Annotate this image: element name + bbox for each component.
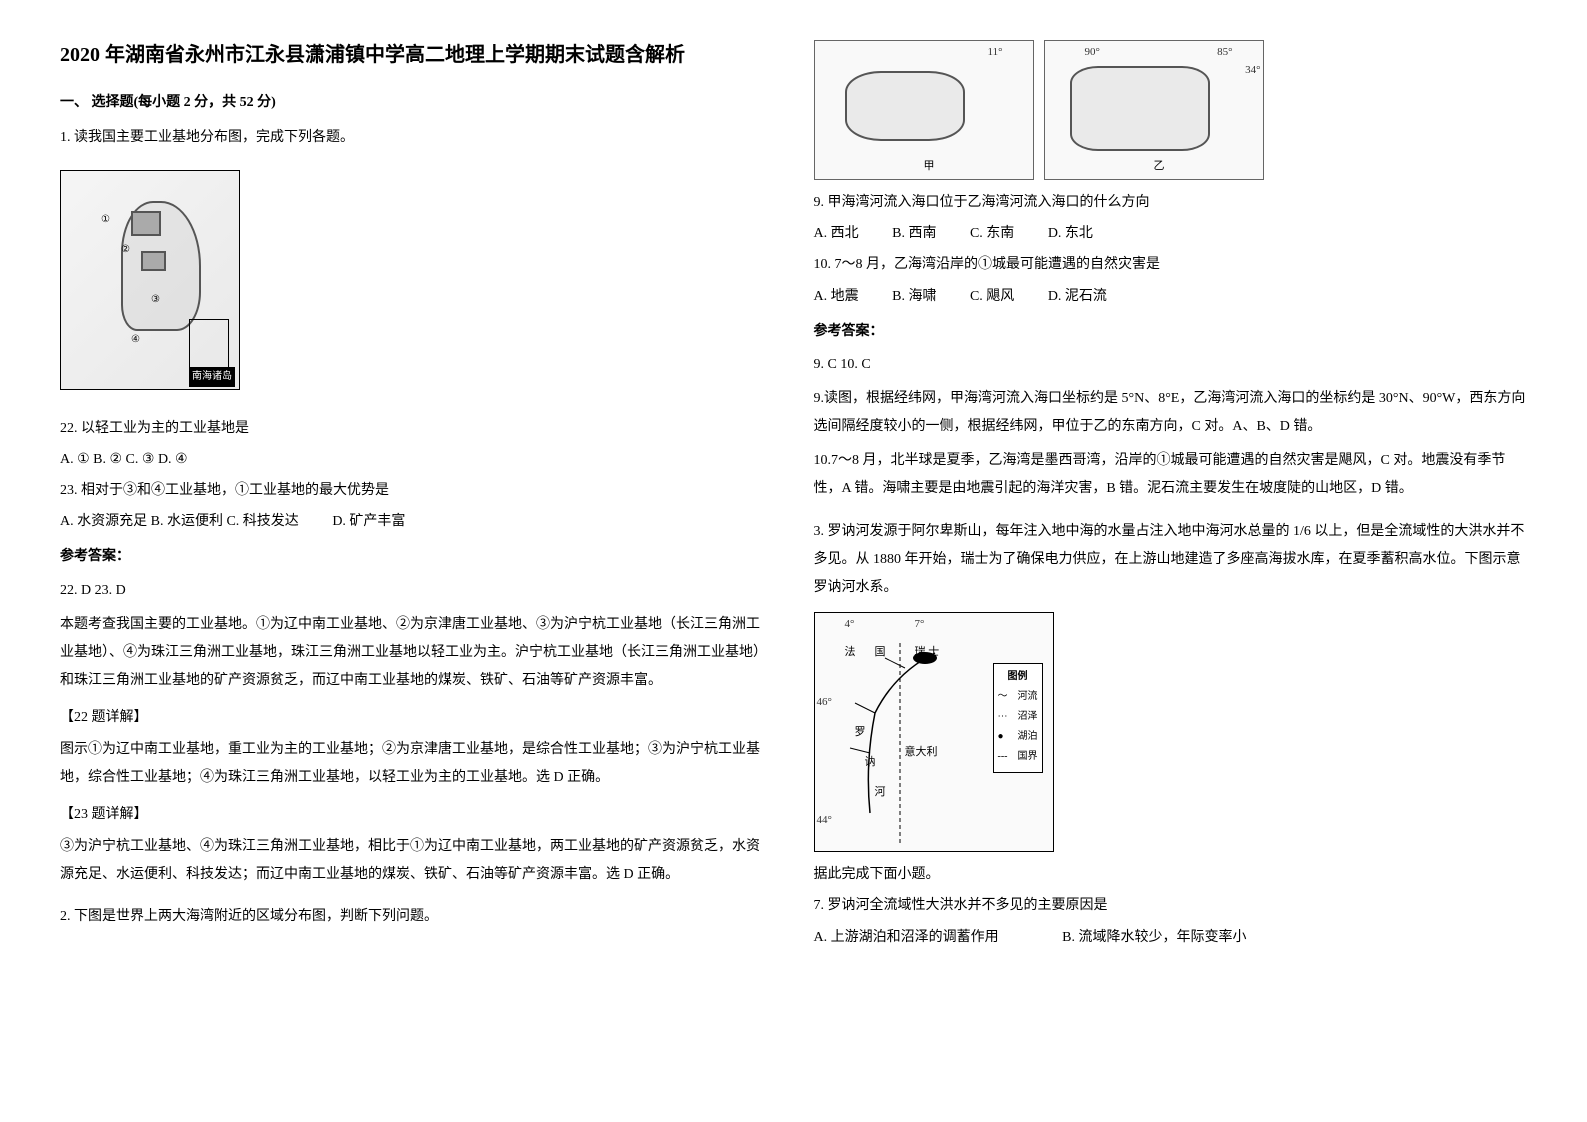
lake-icon: ● bbox=[998, 728, 1014, 746]
q10-options: A. 地震 B. 海啸 C. 飓风 D. 泥石流 bbox=[814, 284, 1528, 309]
border-icon: --- bbox=[998, 748, 1014, 766]
q9-text: 9. 甲海湾河流入海口位于乙海湾河流入海口的什么方向 bbox=[814, 190, 1528, 215]
legend-river: 河流 bbox=[1018, 688, 1038, 706]
explain-9: 9.读图，根据经纬网，甲海湾河流入海口坐标约是 5°N、8°E，乙海湾河流入海口… bbox=[814, 385, 1528, 441]
map-jia: 11° 甲 bbox=[814, 40, 1034, 180]
answer-label-2: 参考答案： bbox=[814, 319, 1528, 344]
q23-options: A. 水资源充足 B. 水运便利 C. 科技发达 D. 矿产丰富 bbox=[60, 509, 774, 534]
q1-intro: 1. 读我国主要工业基地分布图，完成下列各题。 bbox=[60, 125, 774, 150]
river-icon: 〜 bbox=[998, 688, 1014, 706]
coord-34: 34° bbox=[1245, 61, 1260, 81]
label-jia: 甲 bbox=[924, 157, 935, 177]
q23-detail-header: 【23 题详解】 bbox=[60, 802, 774, 827]
q10-b: B. 海啸 bbox=[892, 284, 936, 309]
document-title: 2020 年湖南省永州市江永县潇浦镇中学高二地理上学期期末试题含解析 bbox=[60, 40, 774, 70]
right-column: 11° 甲 90° 85° 34° 乙 9. 甲海湾河流入海口位于乙海湾河流入海… bbox=[814, 40, 1528, 956]
q23-opt-d: D. 矿产丰富 bbox=[332, 509, 405, 534]
q7-options: A. 上游湖泊和沼泽的调蓄作用 B. 流域降水较少，年际变率小 bbox=[814, 925, 1528, 950]
q23-opt-b: B. 水运便利 bbox=[151, 514, 223, 529]
marsh-icon: ⋯ bbox=[998, 708, 1014, 726]
q23-detail: ③为沪宁杭工业基地、④为珠江三角洲工业基地，相比于①为辽中南工业基地，两工业基地… bbox=[60, 833, 774, 889]
q9-a: A. 西北 bbox=[814, 221, 859, 246]
q9-c: C. 东南 bbox=[970, 221, 1014, 246]
q23-opt-c: C. 科技发达 bbox=[226, 509, 298, 534]
legend-title: 图例 bbox=[998, 668, 1038, 686]
legend-border: 国界 bbox=[1018, 748, 1038, 766]
legend-lake: 湖泊 bbox=[1018, 728, 1038, 746]
figure1-label: 南海诸岛 bbox=[189, 367, 235, 387]
answer-9-10: 9. C 10. C bbox=[814, 352, 1528, 377]
q9-options: A. 西北 B. 西南 C. 东南 D. 东北 bbox=[814, 221, 1528, 246]
q7-a: A. 上游湖泊和沼泽的调蓄作用 bbox=[814, 925, 999, 950]
q3-sub: 据此完成下面小题。 bbox=[814, 862, 1528, 887]
q7-b: B. 流域降水较少，年际变率小 bbox=[1062, 925, 1246, 950]
answer-label-1: 参考答案： bbox=[60, 544, 774, 569]
coord-90: 90° bbox=[1085, 43, 1100, 63]
two-bay-maps: 11° 甲 90° 85° 34° 乙 bbox=[814, 40, 1528, 180]
answer-22-23: 22. D 23. D bbox=[60, 578, 774, 603]
coord-11: 11° bbox=[988, 43, 1003, 63]
q10-text: 10. 7～8 月，乙海湾沿岸的①城最可能遭遇的自然灾害是 bbox=[814, 252, 1528, 277]
q23-opt-a: A. 水资源充足 bbox=[60, 514, 147, 529]
legend-marsh: 沼泽 bbox=[1018, 708, 1038, 726]
section-1-header: 一、 选择题(每小题 2 分，共 52 分) bbox=[60, 90, 774, 115]
q9-b: B. 西南 bbox=[892, 221, 936, 246]
q9-d: D. 东北 bbox=[1048, 221, 1093, 246]
q22-detail: 图示①为辽中南工业基地，重工业为主的工业基地；②为京津唐工业基地，是综合性工业基… bbox=[60, 736, 774, 792]
map-legend: 图例 〜 河流 ⋯ 沼泽 ● 湖泊 --- 国界 bbox=[993, 663, 1043, 773]
china-map-figure: ① ② ③ ④ 南海诸岛 bbox=[60, 170, 240, 390]
q23-text: 23. 相对于③和④工业基地，①工业基地的最大优势是 bbox=[60, 478, 774, 503]
q10-a: A. 地震 bbox=[814, 284, 859, 309]
explain-intro: 本题考查我国主要的工业基地。①为辽中南工业基地、②为京津唐工业基地、③为沪宁杭工… bbox=[60, 611, 774, 695]
coord-85: 85° bbox=[1217, 43, 1232, 63]
q10-d: D. 泥石流 bbox=[1048, 284, 1107, 309]
q22-detail-header: 【22 题详解】 bbox=[60, 705, 774, 730]
map-yi: 90° 85° 34° 乙 bbox=[1044, 40, 1264, 180]
q22-options: A. ① B. ② C. ③ D. ④ bbox=[60, 447, 774, 472]
explain-10: 10.7～8 月，北半球是夏季，乙海湾是墨西哥湾，沿岸的①城最可能遭遇的自然灾害… bbox=[814, 447, 1528, 503]
rhone-river-map: 4° 7° 46° 44° 法 国 瑞 士 罗 讷 河 意大利 图例 bbox=[814, 612, 1054, 852]
left-column: 2020 年湖南省永州市江永县潇浦镇中学高二地理上学期期末试题含解析 一、 选择… bbox=[60, 40, 774, 956]
q22-text: 22. 以轻工业为主的工业基地是 bbox=[60, 416, 774, 441]
q10-c: C. 飓风 bbox=[970, 284, 1014, 309]
label-yi: 乙 bbox=[1154, 157, 1165, 177]
q7-text: 7. 罗讷河全流域性大洪水并不多见的主要原因是 bbox=[814, 893, 1528, 918]
q3-intro: 3. 罗讷河发源于阿尔卑斯山，每年注入地中海的水量占注入地中海河水总量的 1/6… bbox=[814, 518, 1528, 602]
q2-intro: 2. 下图是世界上两大海湾附近的区域分布图，判断下列问题。 bbox=[60, 904, 774, 929]
